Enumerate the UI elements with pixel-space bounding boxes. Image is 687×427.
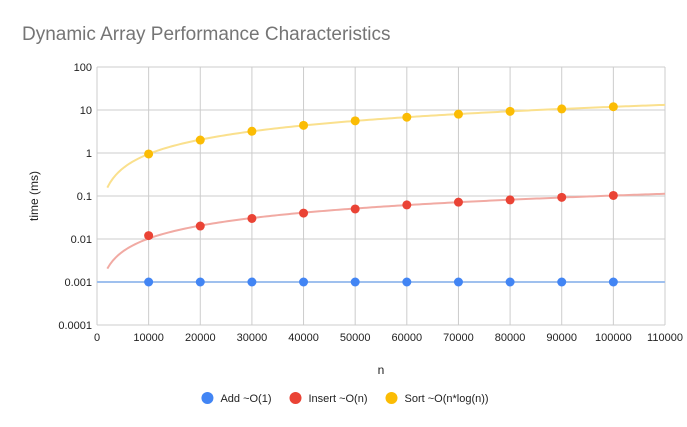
x-tick-labels: 0 10000 20000 30000 40000 50000 60000 70000 8000… xyxy=(94,332,683,344)
x-tick-label: 40000 xyxy=(288,332,319,344)
legend-marker xyxy=(201,392,214,404)
legend-marker xyxy=(289,392,302,404)
data-point xyxy=(299,120,309,130)
data-point xyxy=(247,277,257,287)
x-tick-label: 10000 xyxy=(133,332,164,344)
legend-item: Insert ~O(n) xyxy=(289,392,368,405)
data-point xyxy=(299,277,309,287)
x-tick-label: 100000 xyxy=(595,332,632,344)
data-point xyxy=(453,277,463,287)
data-point xyxy=(299,208,309,218)
x-tick-label: 20000 xyxy=(185,332,216,344)
data-point xyxy=(505,277,515,287)
y-axis-title: time (ms) xyxy=(27,171,41,221)
x-axis-title: n xyxy=(378,363,385,377)
trendline xyxy=(106,103,666,189)
legend-label: Sort ~O(n*log(n)) xyxy=(405,393,489,405)
y-tick-label: 0.1 xyxy=(77,191,92,203)
data-point xyxy=(557,104,567,114)
legend-item: Add ~O(1) xyxy=(201,392,272,405)
data-point xyxy=(247,213,257,223)
x-tick-label: 110000 xyxy=(647,332,683,344)
data-point xyxy=(195,135,205,145)
data-point xyxy=(350,277,360,287)
y-tick-label: 1 xyxy=(86,148,92,160)
legend: Add ~O(1) Insert ~O(n) Sort ~O(n*log(n)) xyxy=(201,392,489,405)
legend-label: Add ~O(1) xyxy=(220,393,271,405)
y-tick-label: 10 xyxy=(80,105,92,117)
data-point xyxy=(144,277,154,287)
data-point xyxy=(144,231,154,241)
legend-marker xyxy=(385,392,398,404)
x-tick-label: 0 xyxy=(94,332,100,344)
data-point xyxy=(608,190,618,200)
chart-title: Dynamic Array Performance Characteristic… xyxy=(22,24,391,45)
data-point xyxy=(144,149,154,159)
data-point xyxy=(402,112,412,122)
legend-label: Insert ~O(n) xyxy=(309,393,368,405)
trendline-layer xyxy=(97,103,666,283)
data-point xyxy=(402,200,412,210)
data-point xyxy=(453,197,463,207)
x-tick-label: 60000 xyxy=(392,332,423,344)
data-point-layer xyxy=(144,102,618,287)
data-point xyxy=(453,109,463,119)
x-tick-label: 30000 xyxy=(237,332,268,344)
x-tick-label: 90000 xyxy=(546,332,577,344)
data-point xyxy=(557,277,567,287)
data-point xyxy=(557,192,567,202)
data-point xyxy=(350,116,360,126)
data-point xyxy=(505,106,515,116)
data-point xyxy=(195,221,205,231)
data-point xyxy=(608,102,618,112)
x-tick-label: 80000 xyxy=(495,332,526,344)
data-point xyxy=(608,277,618,287)
y-tick-label: 0.0001 xyxy=(58,320,92,332)
y-tick-labels: 0.0001 0.001 0.01 0.1 1 10 100 xyxy=(58,62,92,332)
y-tick-label: 100 xyxy=(74,62,92,74)
data-point xyxy=(350,204,360,214)
data-point xyxy=(402,277,412,287)
x-tick-label: 70000 xyxy=(443,332,474,344)
data-point xyxy=(195,277,205,287)
data-point xyxy=(247,126,257,136)
trendline xyxy=(106,192,666,270)
x-tick-label: 50000 xyxy=(340,332,371,344)
y-tick-label: 0.001 xyxy=(64,277,92,289)
data-point xyxy=(505,195,515,205)
y-tick-label: 0.01 xyxy=(71,234,92,246)
legend-item: Sort ~O(n*log(n)) xyxy=(385,392,489,405)
